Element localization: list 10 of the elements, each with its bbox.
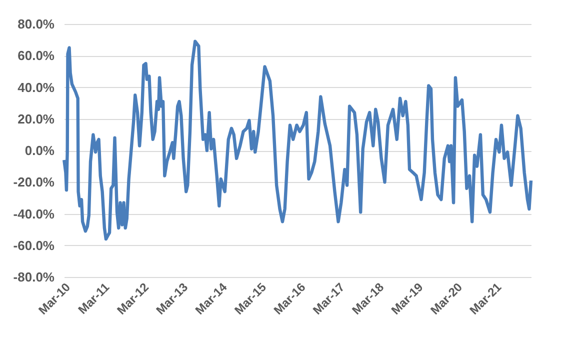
y-tick-label: -60.0% [13, 238, 55, 253]
y-tick-label: 20.0% [18, 111, 55, 126]
line-series [62, 40, 533, 241]
y-tick-label: -20.0% [13, 174, 55, 190]
y-tick-label: 60.0% [18, 48, 55, 64]
y-tick-label: -40.0% [13, 206, 55, 222]
y-tick-label: 0.0% [24, 143, 55, 158]
y-tick-label: 40.0% [18, 80, 55, 95]
y-tick-label: 80.0% [18, 16, 55, 32]
y-tick-label: -80.0% [13, 270, 55, 284]
